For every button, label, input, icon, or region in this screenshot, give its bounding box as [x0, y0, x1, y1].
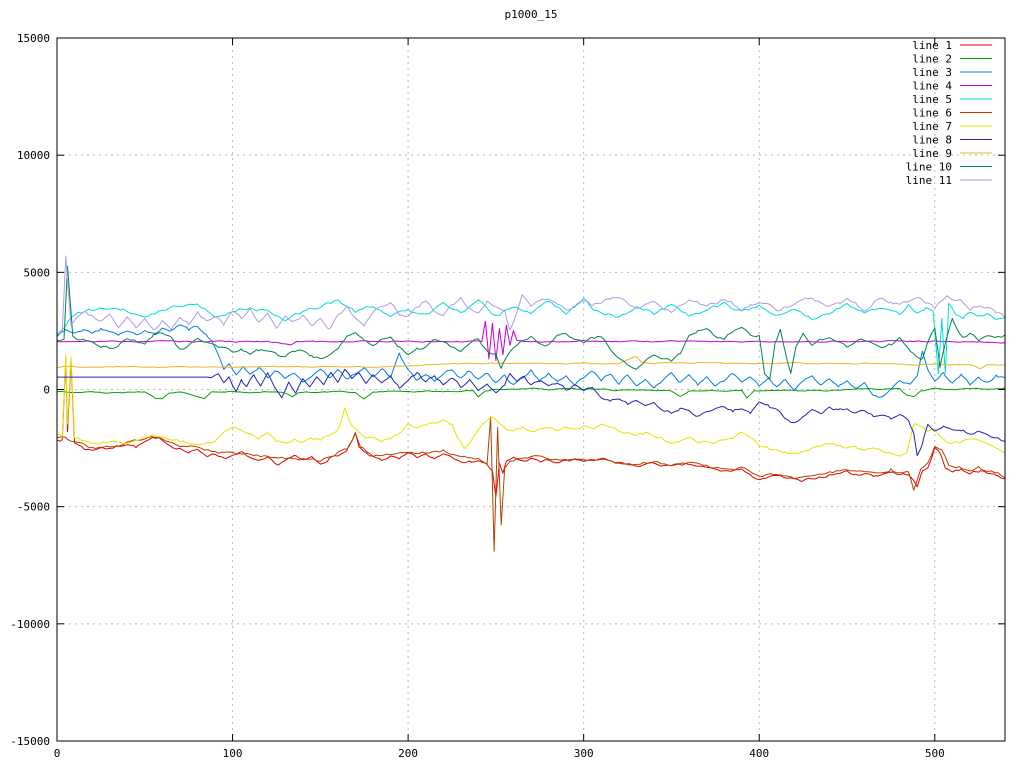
series-line-9 [56, 355, 1005, 370]
series-line-6 [56, 416, 1006, 552]
legend-item-line-5: line 5 [912, 93, 992, 106]
x-tick-label: 300 [574, 747, 594, 760]
y-tick-label: -10000 [10, 618, 50, 631]
legend-label: line 3 [912, 66, 952, 79]
series-line-2 [56, 387, 1006, 400]
y-tick-label: 0 [43, 384, 50, 397]
legend-item-line-3: line 3 [912, 66, 992, 79]
x-tick-label: 500 [925, 747, 945, 760]
x-tick-label: 200 [398, 747, 418, 760]
series-line-7 [56, 354, 1006, 457]
y-tick-label: 15000 [17, 32, 50, 45]
legend-item-line-11: line 11 [906, 174, 992, 187]
chart-title: p1000_15 [504, 8, 558, 21]
legend-item-line-8: line 8 [912, 134, 992, 147]
x-tick-label: 400 [749, 747, 769, 760]
axes: 0 100 200 300 400 500 -15000 -10000 -5000 0 5000 10… [10, 32, 1006, 760]
legend-label: line 6 [912, 107, 952, 120]
y-tick-label: -5000 [17, 501, 50, 514]
series-group [56, 255, 1006, 552]
series-line-10 [56, 265, 1006, 380]
legend-item-line-10: line 10 [906, 161, 992, 174]
legend-label: line 11 [906, 174, 952, 187]
legend-label: line 7 [912, 120, 952, 133]
y-tick-label: 10000 [17, 149, 50, 162]
grid [57, 38, 1005, 741]
x-tick-label: 100 [223, 747, 243, 760]
y-tick-label: -15000 [10, 735, 50, 748]
legend-label: line 9 [912, 147, 952, 160]
legend-label: line 4 [912, 80, 952, 93]
legend-item-line-1: line 1 [912, 39, 992, 52]
legend-item-line-2: line 2 [912, 53, 992, 66]
series-line-1 [56, 357, 1006, 497]
x-tick-label: 0 [54, 747, 61, 760]
series-line-8 [57, 368, 1006, 457]
legend-item-line-6: line 6 [912, 107, 992, 120]
legend-label: line 8 [912, 134, 952, 147]
series-line-3 [56, 324, 1006, 398]
legend-label: line 5 [912, 93, 952, 106]
legend-item-line-9: line 9 [912, 147, 992, 160]
legend-item-line-4: line 4 [912, 80, 992, 93]
legend-label: line 2 [912, 53, 952, 66]
series-line-4 [56, 320, 1006, 361]
series-line-11 [56, 255, 1006, 335]
y-tick-label: 5000 [24, 266, 51, 279]
legend-label: line 10 [906, 161, 952, 174]
legend-label: line 1 [912, 39, 952, 52]
legend-item-line-7: line 7 [912, 120, 992, 133]
